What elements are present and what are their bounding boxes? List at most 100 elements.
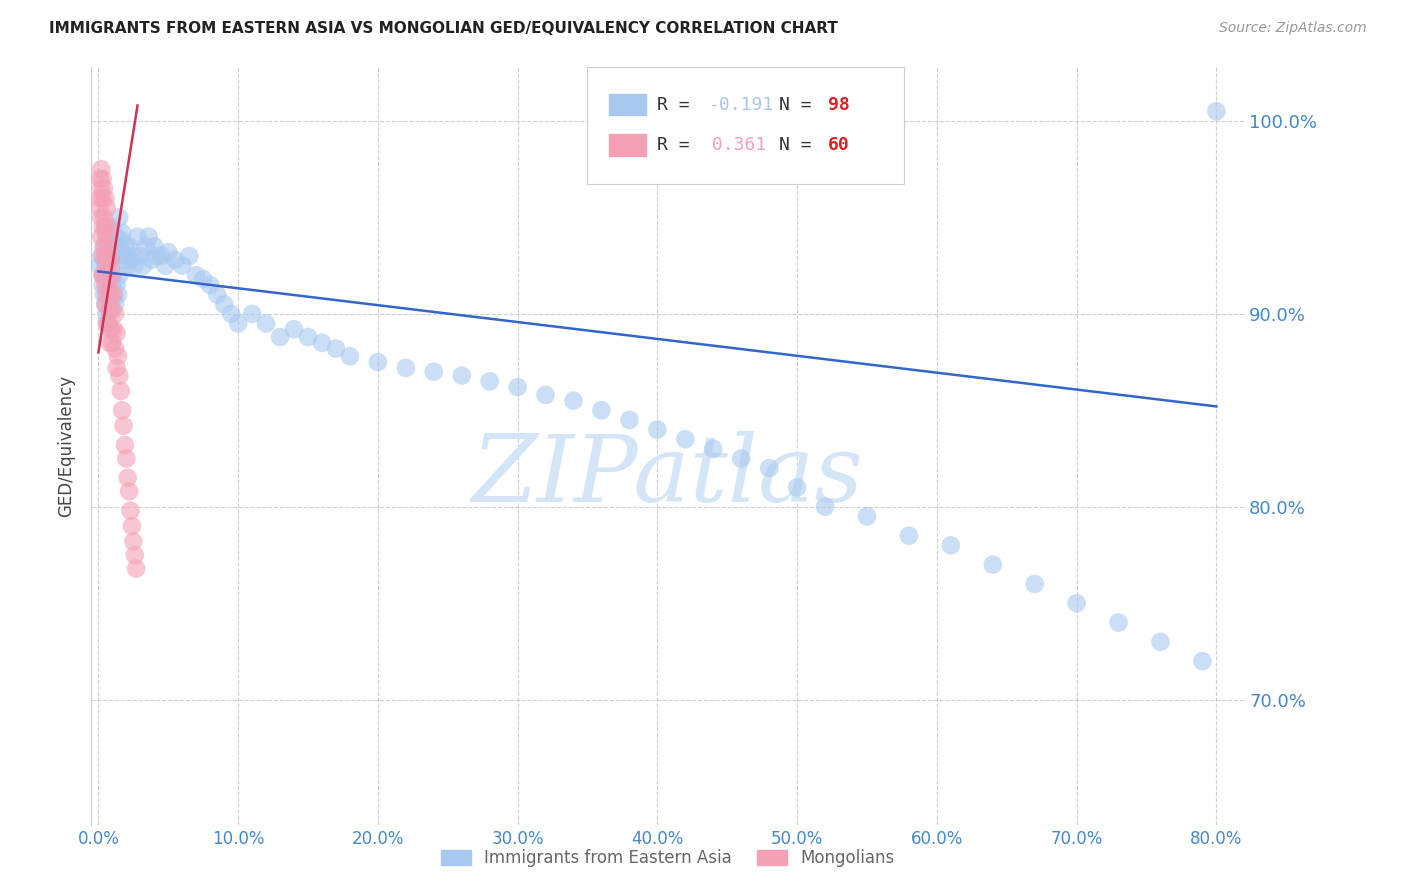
Point [110,384,132,398]
Point [100,322,122,336]
Point [1149,635,1171,649]
Point [591,403,613,417]
Point [118,239,141,253]
Point [97,317,120,331]
Point [129,249,152,263]
Point [98,335,121,350]
Point [104,307,127,321]
Point [90,181,112,195]
Point [104,249,127,263]
Point [1024,577,1046,591]
Point [96,201,118,215]
Point [110,234,132,248]
Point [94,297,117,311]
Point [108,211,131,225]
Point [619,413,641,427]
Point [122,534,145,549]
Point [93,268,115,283]
Point [104,342,127,356]
Point [856,509,879,524]
Point [93,287,115,301]
Point [395,360,418,375]
Point [94,220,117,235]
Point [93,181,115,195]
Point [91,277,114,292]
Point [96,268,118,283]
Point [90,162,112,177]
Point [127,229,149,244]
Point [93,239,115,253]
Point [673,432,696,446]
Point [367,355,389,369]
Point [186,268,208,283]
Point [98,284,121,298]
Point [101,268,124,283]
Point [132,259,155,273]
Point [101,303,124,318]
Point [90,249,112,263]
Point [141,252,163,267]
Point [254,317,277,331]
Point [91,268,114,283]
Point [120,503,142,517]
Text: -0.191: -0.191 [710,95,775,114]
Point [939,538,962,552]
Point [115,451,138,466]
Point [94,277,117,292]
Point [105,277,128,292]
Point [107,287,129,301]
Point [117,259,139,273]
Point [105,360,128,375]
Point [89,259,111,273]
Point [226,317,249,331]
Legend: Immigrants from Eastern Asia, Mongolians: Immigrants from Eastern Asia, Mongolians [434,842,901,873]
Point [96,259,118,273]
Point [112,418,135,433]
Point [730,451,752,466]
Point [120,252,142,267]
Point [450,368,472,383]
Point [193,272,215,286]
Point [702,442,724,456]
Point [758,461,780,475]
Point [96,307,118,321]
Point [94,259,117,273]
Point [647,423,669,437]
Point [205,287,228,301]
Point [97,284,120,298]
Point [108,368,131,383]
Point [103,287,125,301]
Point [103,239,125,253]
Point [100,259,122,273]
Point [157,245,180,260]
Point [124,259,146,273]
Text: N =: N = [779,136,823,154]
Text: ZIPatlas: ZIPatlas [472,432,863,521]
Point [94,249,117,263]
Point [212,297,235,311]
Point [155,259,177,273]
Text: 98: 98 [828,95,849,114]
Text: 60: 60 [828,136,849,154]
Point [1108,615,1130,630]
Point [105,229,128,244]
Point [1191,654,1213,668]
Point [112,252,135,267]
Point [981,558,1004,572]
Point [89,191,111,205]
Point [97,277,120,292]
Point [311,335,333,350]
Point [179,249,201,263]
Point [125,561,148,575]
Text: 0.361: 0.361 [702,136,766,154]
Text: N =: N = [779,95,823,114]
Point [101,335,124,350]
Point [98,322,121,336]
Point [897,529,920,543]
Point [96,317,118,331]
FancyBboxPatch shape [588,67,904,185]
Point [105,326,128,340]
Point [478,375,501,389]
Point [107,239,129,253]
Point [339,349,361,363]
